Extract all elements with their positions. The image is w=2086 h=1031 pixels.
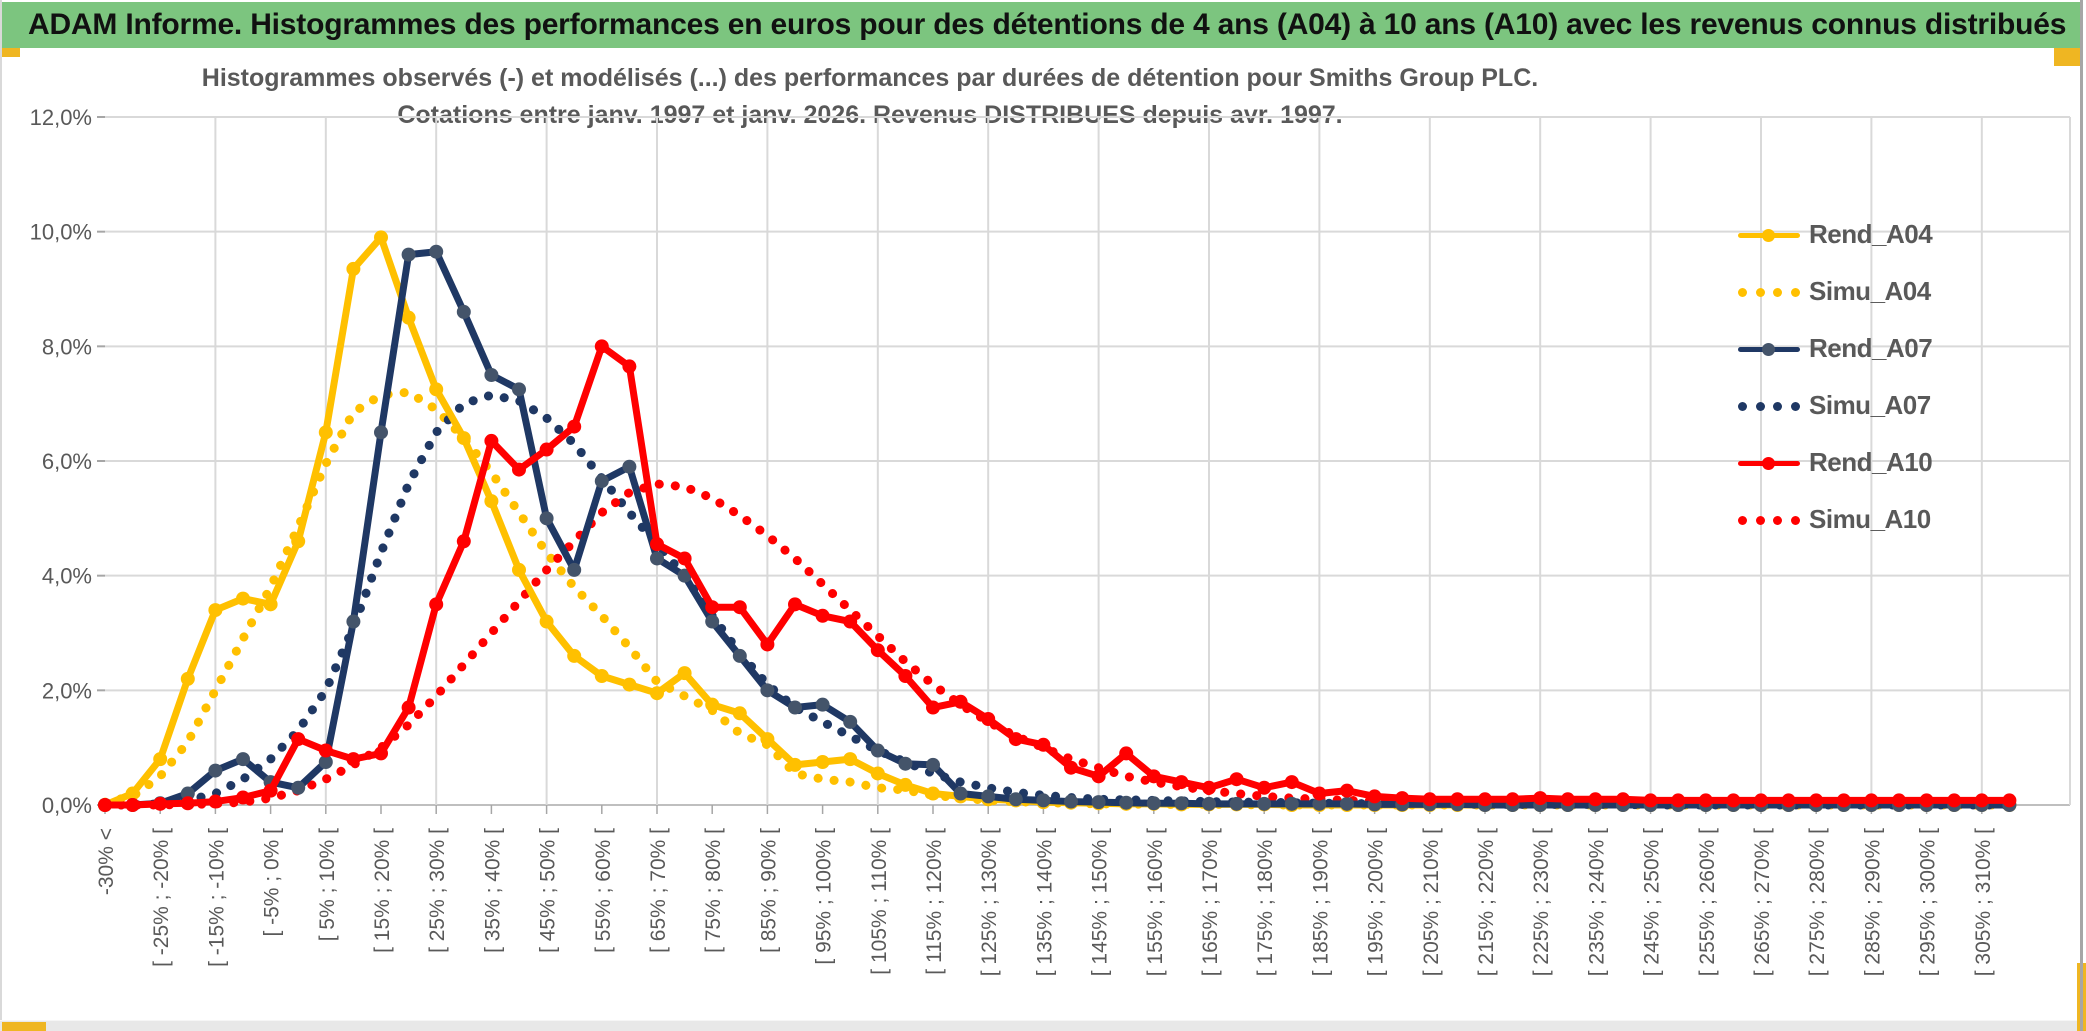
svg-text:[ 145% ; 150% [: [ 145% ; 150% [ [1089, 828, 1112, 976]
svg-text:[ 205% ; 210% [: [ 205% ; 210% [ [1420, 828, 1443, 976]
svg-text:[ 235% ; 240% [: [ 235% ; 240% [ [1585, 828, 1608, 976]
report-title: ADAM Informe. Histogrammes des performan… [28, 8, 2067, 41]
legend-item-Rend_A10[interactable]: Rend_A10 [1738, 434, 2038, 491]
svg-text:[ 155% ; 160% [: [ 155% ; 160% [ [1144, 828, 1167, 976]
legend-item-Simu_A04[interactable]: Simu_A04 [1738, 263, 2038, 320]
legend-label: Rend_A07 [1809, 333, 1933, 363]
svg-text:[ 225% ; 230% [: [ 225% ; 230% [ [1530, 828, 1553, 976]
svg-text:[ 125% ; 130% [: [ 125% ; 130% [ [978, 828, 1001, 976]
svg-text:[ 75% ; 80% [: [ 75% ; 80% [ [702, 828, 725, 953]
legend-dotted-swatch [1738, 285, 1800, 299]
series-Rend_A07 [98, 244, 2017, 812]
y-axis-labels: 0,0% 2,0% 4,0% 6,0% 8,0% 10,0% 12,0% [30, 105, 92, 818]
svg-text:[ 55% ; 60% [: [ 55% ; 60% [ [592, 828, 615, 953]
axis-ticks [97, 116, 1983, 814]
svg-text:[ 285% ; 290% [: [ 285% ; 290% [ [1861, 828, 1884, 976]
svg-text:[ 215% ; 220% [: [ 215% ; 220% [ [1475, 828, 1498, 976]
svg-text:[ 105% ; 110% [: [ 105% ; 110% [ [868, 828, 891, 975]
svg-text:[ 245% ; 250% [: [ 245% ; 250% [ [1641, 828, 1664, 976]
window-border-left [0, 0, 2, 1031]
svg-text:8,0%: 8,0% [42, 334, 92, 359]
legend-label: Simu_A07 [1809, 390, 1931, 420]
legend-label: Rend_A04 [1809, 219, 1933, 249]
svg-text:[ 265% ; 270% [: [ 265% ; 270% [ [1751, 828, 1774, 976]
svg-text:[ -25% ; -20% [: [ -25% ; -20% [ [150, 828, 173, 967]
svg-text:-30% <: -30% < [95, 828, 118, 895]
chart-legend: Rend_A04 Simu_A04 Rend_A07 Simu_A07 Rend_A10… [1738, 206, 2038, 548]
svg-text:[ 185% ; 190% [: [ 185% ; 190% [ [1309, 828, 1332, 976]
svg-text:[ 115% ; 120% [: [ 115% ; 120% [ [923, 828, 946, 975]
legend-dotted-swatch [1738, 513, 1800, 527]
legend-dotted-swatch [1738, 399, 1800, 413]
legend-label: Simu_A10 [1809, 504, 1931, 534]
x-axis-labels: -30% < [ -25% ; -20% [ [ -15% ; -10% [ [ -5… [95, 828, 1995, 976]
svg-text:0,0%: 0,0% [42, 793, 92, 818]
svg-text:[ 35% ; 40% [: [ 35% ; 40% [ [481, 828, 504, 953]
svg-text:[ 25% ; 30% [: [ 25% ; 30% [ [426, 828, 449, 953]
series-Simu_A07 [100, 390, 2014, 810]
svg-text:[ 85% ; 90% [: [ 85% ; 90% [ [757, 828, 780, 953]
svg-text:[ 165% ; 170% [: [ 165% ; 170% [ [1199, 828, 1222, 976]
window-bottom-strip[interactable] [0, 1020, 2086, 1031]
chart-title: Histogrammes observés (-) et modélisés (… [140, 60, 1600, 134]
svg-text:[ 45% ; 50% [: [ 45% ; 50% [ [537, 828, 560, 953]
legend-line-swatch [1738, 342, 1800, 356]
series-Rend_A04 [98, 230, 2017, 812]
svg-text:[ 195% ; 200% [: [ 195% ; 200% [ [1365, 828, 1388, 976]
svg-text:[ -5% ; 0% [: [ -5% ; 0% [ [261, 828, 284, 937]
svg-text:[ 135% ; 140% [: [ 135% ; 140% [ [1033, 828, 1056, 976]
chart-title-line1: Histogrammes observés (-) et modélisés (… [201, 64, 1539, 92]
svg-text:[ 295% ; 300% [: [ 295% ; 300% [ [1917, 828, 1940, 976]
legend-label: Rend_A10 [1809, 447, 1933, 477]
svg-text:[ 275% ; 280% [: [ 275% ; 280% [ [1806, 828, 1829, 976]
svg-text:[ 5% ; 10% [: [ 5% ; 10% [ [316, 828, 339, 941]
report-header-bar: ADAM Informe. Histogrammes des performan… [2, 2, 2083, 48]
legend-item-Simu_A07[interactable]: Simu_A07 [1738, 377, 2038, 434]
legend-item-Rend_A04[interactable]: Rend_A04 [1738, 206, 2038, 263]
gold-accent-top-right [2054, 48, 2083, 66]
window-border-right [2080, 0, 2083, 1031]
svg-text:[ 15% ; 20% [: [ 15% ; 20% [ [371, 828, 394, 953]
gold-accent-top-left [2, 48, 20, 57]
svg-text:4,0%: 4,0% [42, 564, 92, 589]
legend-item-Rend_A07[interactable]: Rend_A07 [1738, 320, 2038, 377]
svg-text:[ 65% ; 70% [: [ 65% ; 70% [ [647, 828, 670, 953]
svg-text:[ 255% ; 260% [: [ 255% ; 260% [ [1696, 828, 1719, 976]
legend-item-Simu_A10[interactable]: Simu_A10 [1738, 491, 2038, 548]
gold-accent-bottom-left [2, 1022, 46, 1031]
svg-text:[ 175% ; 180% [: [ 175% ; 180% [ [1254, 828, 1277, 976]
series-Rend_A10 [98, 339, 2017, 812]
svg-text:6,0%: 6,0% [42, 449, 92, 474]
svg-text:12,0%: 12,0% [30, 105, 92, 130]
svg-text:[ 305% ; 310% [: [ 305% ; 310% [ [1972, 828, 1995, 976]
svg-text:2,0%: 2,0% [42, 678, 92, 703]
svg-text:[ 95% ; 100% [: [ 95% ; 100% [ [813, 828, 836, 965]
legend-label: Simu_A04 [1809, 276, 1931, 306]
chart-title-line2: Cotations entre janv. 1997 et janv. 2026… [397, 101, 1343, 129]
svg-text:[ -15% ; -10% [: [ -15% ; -10% [ [205, 828, 228, 967]
legend-line-swatch [1738, 228, 1800, 242]
svg-text:10,0%: 10,0% [30, 220, 92, 245]
legend-line-swatch [1738, 456, 1800, 470]
